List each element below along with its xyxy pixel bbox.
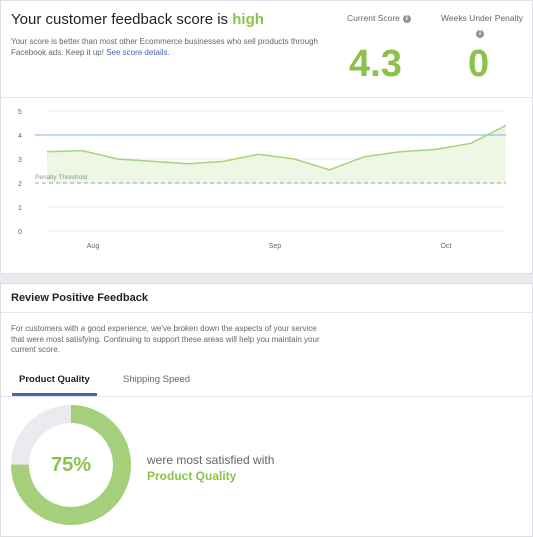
weeks-penalty-info: i (476, 23, 484, 41)
current-score-label-text: Current Score (347, 13, 400, 23)
penalty-threshold-label: Penalty Threshold (35, 174, 88, 181)
score-description-text: Your score is better than most other Eco… (11, 37, 318, 57)
tab-shipping-speed[interactable]: Shipping Speed (123, 374, 191, 385)
satisfied-category: Product Quality (147, 469, 237, 483)
satisfaction-donut (11, 405, 131, 525)
y-tick-label: 5 (18, 109, 22, 116)
weeks-penalty-label-text: Weeks Under Penalty (441, 13, 524, 23)
series-line (46, 124, 507, 171)
y-tick-label: 0 (18, 229, 22, 236)
weeks-penalty-label: Weeks Under Penalty (441, 13, 523, 23)
y-tick-label: 4 (18, 133, 22, 140)
see-score-details-link[interactable]: See score details. (106, 48, 170, 57)
headline-level: high (232, 11, 264, 28)
y-tick-label: 1 (18, 205, 22, 212)
x-tick-label: Aug (87, 243, 100, 250)
donut-progress-arc (11, 405, 131, 525)
current-score-label: Current Score i (347, 13, 411, 23)
section-description: For customers with a good experience, we… (11, 324, 320, 354)
score-history-chart: 0 1 2 3 4 5 Penalty Threshold Aug Sep Oct (18, 109, 507, 250)
x-tick-label: Sep (269, 243, 282, 250)
score-card: Your customer feedback score is high You… (0, 0, 533, 274)
weeks-penalty-value: 0 (468, 43, 490, 85)
current-score-value: 4.3 (349, 43, 402, 85)
score-headline: Your customer feedback score is high (11, 11, 264, 28)
y-tick-label: 3 (18, 157, 22, 164)
y-tick-label: 2 (18, 181, 22, 188)
satisfaction-percent: 75% (50, 454, 92, 476)
x-tick-label: Oct (441, 243, 452, 250)
active-tab-indicator (12, 393, 97, 396)
section-title: Review Positive Feedback (11, 292, 148, 304)
headline-prefix: Your customer feedback score is (11, 11, 229, 28)
feedback-card: Review Positive Feedback For customers w… (0, 283, 533, 537)
area-fill (47, 125, 506, 183)
satisfied-text: were most satisfied with (147, 453, 275, 467)
divider (1, 396, 532, 397)
info-icon[interactable]: i (402, 15, 411, 23)
divider (1, 97, 532, 98)
score-description: Your score is better than most other Eco… (11, 36, 341, 58)
tab-product-quality[interactable]: Product Quality (19, 374, 90, 385)
info-icon[interactable]: i (476, 30, 484, 38)
divider (1, 312, 532, 313)
